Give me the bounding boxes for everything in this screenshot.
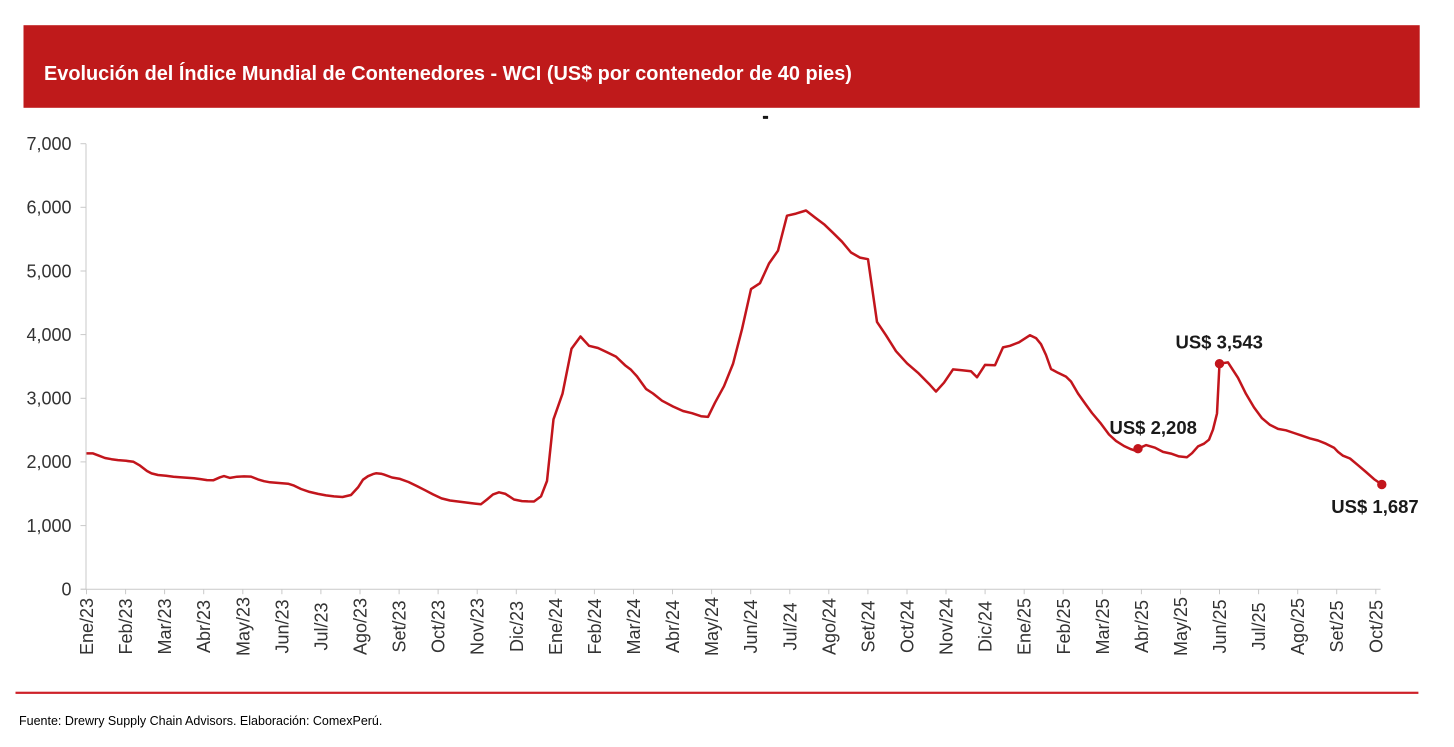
svg-text:May/23: May/23 xyxy=(233,597,253,656)
svg-text:Feb/25: Feb/25 xyxy=(1054,598,1074,654)
svg-text:Jun/23: Jun/23 xyxy=(272,599,292,653)
svg-text:Jul/24: Jul/24 xyxy=(780,602,800,650)
svg-text:Ago/24: Ago/24 xyxy=(819,598,839,655)
svg-text:5,000: 5,000 xyxy=(26,261,71,281)
svg-text:Nov/24: Nov/24 xyxy=(937,598,957,655)
svg-text:Jun/24: Jun/24 xyxy=(741,599,761,653)
svg-text:1,000: 1,000 xyxy=(26,516,71,536)
svg-text:Fuente: Drewry Supply Chain Ad: Fuente: Drewry Supply Chain Advisors. El… xyxy=(19,714,382,728)
svg-text:Set/24: Set/24 xyxy=(858,600,878,652)
svg-text:Feb/23: Feb/23 xyxy=(116,598,136,654)
svg-text:Ene/23: Ene/23 xyxy=(77,598,97,655)
svg-text:7,000: 7,000 xyxy=(26,134,71,154)
svg-text:US$ 2,208: US$ 2,208 xyxy=(1109,417,1196,438)
svg-text:Jun/25: Jun/25 xyxy=(1210,599,1230,653)
svg-text:Abr/25: Abr/25 xyxy=(1132,600,1152,653)
svg-text:3,000: 3,000 xyxy=(26,389,71,409)
svg-text:Jul/25: Jul/25 xyxy=(1249,602,1269,650)
svg-text:Set/23: Set/23 xyxy=(390,600,410,652)
svg-text:Nov/23: Nov/23 xyxy=(468,598,488,655)
svg-text:Dic/23: Dic/23 xyxy=(507,601,527,652)
svg-text:Ago/23: Ago/23 xyxy=(351,598,371,655)
svg-text:Abr/23: Abr/23 xyxy=(194,600,214,653)
svg-text:Jul/23: Jul/23 xyxy=(311,602,331,650)
svg-text:Oct/23: Oct/23 xyxy=(429,600,449,653)
svg-text:Mar/23: Mar/23 xyxy=(155,598,175,654)
svg-text:US$ 1,687: US$ 1,687 xyxy=(1331,496,1418,517)
svg-text:Ago/25: Ago/25 xyxy=(1288,598,1308,655)
svg-text:6,000: 6,000 xyxy=(26,198,71,218)
svg-text:Oct/24: Oct/24 xyxy=(898,600,918,653)
svg-text:0: 0 xyxy=(61,580,71,600)
svg-text:Set/25: Set/25 xyxy=(1327,600,1347,652)
svg-text:Ene/24: Ene/24 xyxy=(546,598,566,655)
svg-text:May/25: May/25 xyxy=(1171,597,1191,656)
svg-text:2,000: 2,000 xyxy=(26,452,71,472)
svg-text:Mar/24: Mar/24 xyxy=(624,598,644,654)
svg-text:Evolución del Índice Mundial d: Evolución del Índice Mundial de Contened… xyxy=(44,62,852,85)
svg-text:Abr/24: Abr/24 xyxy=(663,600,683,653)
svg-text:Oct/25: Oct/25 xyxy=(1366,600,1386,653)
svg-text:May/24: May/24 xyxy=(702,597,722,656)
svg-text:US$ 3,543: US$ 3,543 xyxy=(1175,332,1262,353)
svg-text:Dic/24: Dic/24 xyxy=(976,601,996,652)
svg-text:4,000: 4,000 xyxy=(26,325,71,345)
svg-text:Mar/25: Mar/25 xyxy=(1093,598,1113,654)
svg-text:Ene/25: Ene/25 xyxy=(1015,598,1035,655)
svg-text:Feb/24: Feb/24 xyxy=(585,598,605,654)
